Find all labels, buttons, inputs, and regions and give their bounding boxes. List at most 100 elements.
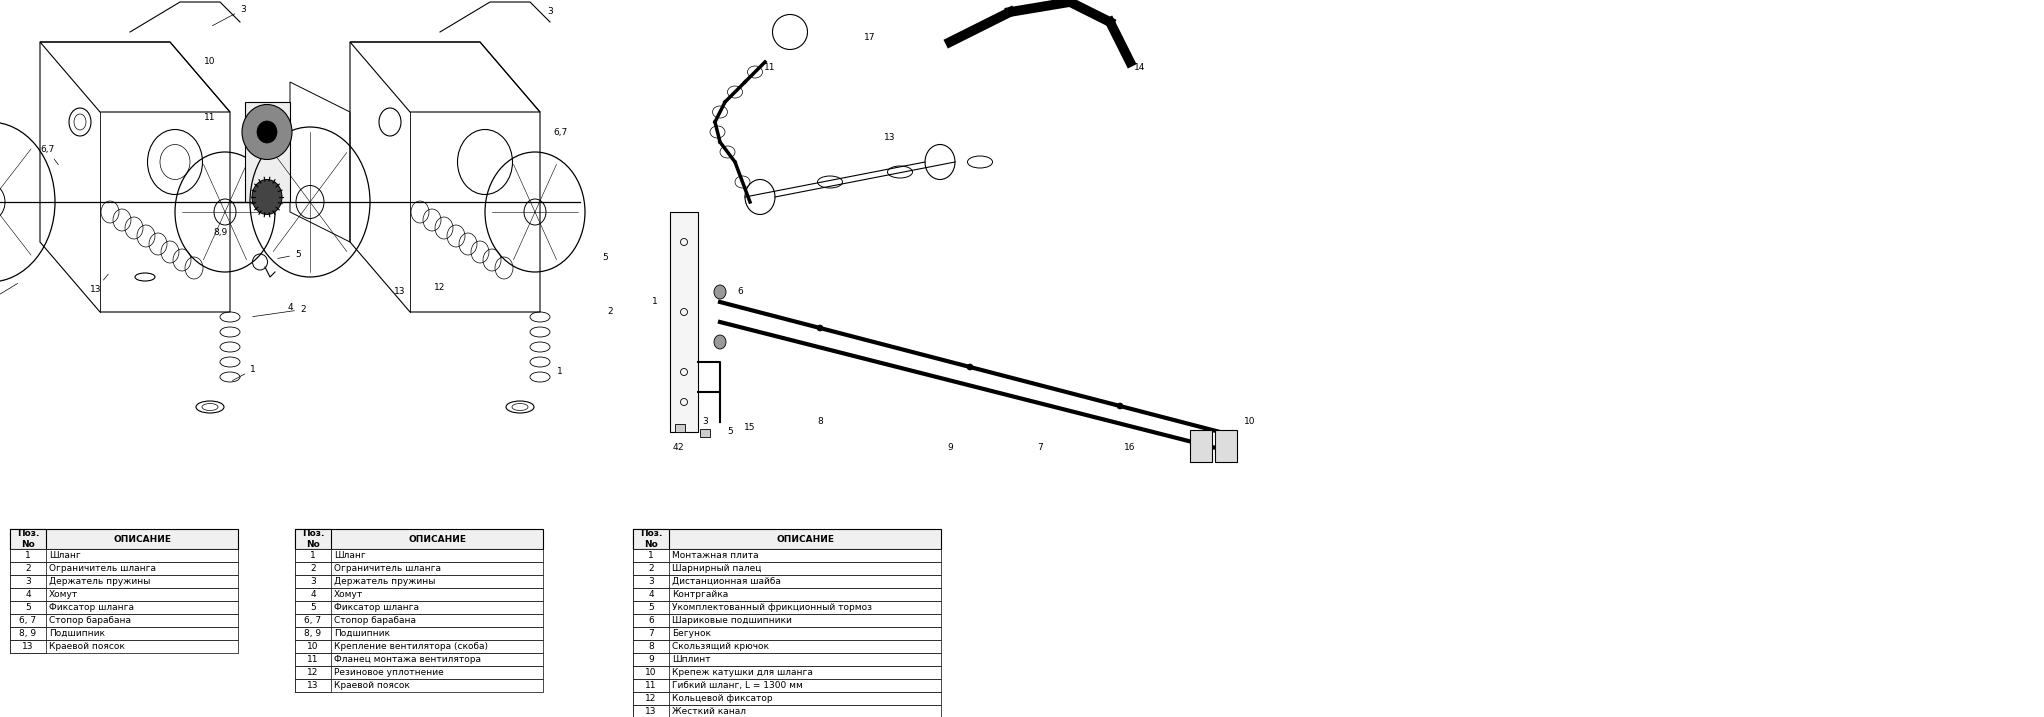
Text: 1: 1 — [648, 551, 654, 560]
Bar — [294, 588, 544, 601]
Bar — [10, 614, 47, 627]
Text: 8: 8 — [648, 642, 654, 651]
Bar — [294, 529, 544, 549]
Bar — [294, 653, 544, 666]
Bar — [294, 562, 544, 575]
Bar — [699, 429, 709, 437]
Text: Ограничитель шланга: Ограничитель шланга — [49, 564, 155, 573]
Bar — [634, 679, 940, 692]
Text: 4: 4 — [288, 303, 292, 311]
Bar — [1190, 430, 1212, 462]
Text: 7: 7 — [1036, 442, 1042, 452]
Text: 6, 7: 6, 7 — [20, 616, 37, 625]
Text: ОПИСАНИЕ: ОПИСАНИЕ — [112, 534, 172, 543]
Bar — [294, 666, 331, 679]
Text: 3: 3 — [703, 417, 707, 427]
Text: 4: 4 — [311, 590, 317, 599]
Bar — [10, 627, 237, 640]
Bar — [634, 705, 668, 717]
Text: Хомут: Хомут — [49, 590, 78, 599]
Text: Фиксатор шланга: Фиксатор шланга — [49, 603, 135, 612]
Text: 3: 3 — [548, 7, 552, 16]
Bar — [294, 614, 331, 627]
Text: 8, 9: 8, 9 — [20, 629, 37, 638]
Text: 8,9: 8,9 — [213, 227, 227, 237]
Text: Резиновое уплотнение: Резиновое уплотнение — [333, 668, 444, 677]
Text: Поз.
No: Поз. No — [640, 529, 662, 549]
Text: 9: 9 — [648, 655, 654, 664]
Bar — [675, 424, 685, 432]
Text: 13: 13 — [22, 642, 35, 651]
Ellipse shape — [713, 285, 726, 299]
Bar — [10, 588, 47, 601]
Text: 1: 1 — [311, 551, 317, 560]
Text: Подшипник: Подшипник — [49, 629, 104, 638]
Text: 9: 9 — [946, 442, 953, 452]
Text: Шарнирный палец: Шарнирный палец — [672, 564, 760, 573]
Bar — [634, 692, 940, 705]
Text: Краевой поясок: Краевой поясок — [49, 642, 125, 651]
Text: Бегунок: Бегунок — [672, 629, 711, 638]
Text: 1: 1 — [233, 365, 256, 381]
Bar — [634, 614, 940, 627]
Text: 13: 13 — [307, 681, 319, 690]
Text: 6,7: 6,7 — [552, 128, 566, 136]
Ellipse shape — [241, 105, 292, 159]
Text: 10: 10 — [204, 57, 217, 67]
Bar — [634, 666, 668, 679]
Text: 6: 6 — [738, 288, 742, 297]
Text: Фиксатор шланга: Фиксатор шланга — [333, 603, 419, 612]
Text: 10: 10 — [1245, 417, 1255, 427]
Text: 12: 12 — [820, 0, 830, 1]
Bar — [294, 562, 331, 575]
Bar — [10, 549, 237, 562]
Text: 11: 11 — [646, 681, 656, 690]
Bar — [634, 640, 940, 653]
Bar — [294, 529, 331, 549]
Text: 7: 7 — [648, 629, 654, 638]
Text: Краевой поясок: Краевой поясок — [333, 681, 411, 690]
Text: 4: 4 — [648, 590, 654, 599]
Text: 12: 12 — [646, 694, 656, 703]
Text: 4: 4 — [672, 442, 679, 452]
Bar — [634, 562, 940, 575]
Bar — [294, 640, 331, 653]
Text: 5: 5 — [311, 603, 317, 612]
Text: Хомут: Хомут — [333, 590, 364, 599]
Text: 2: 2 — [607, 308, 613, 316]
Bar — [634, 601, 940, 614]
Bar — [294, 588, 331, 601]
Text: 3: 3 — [311, 577, 317, 586]
Bar — [294, 614, 544, 627]
Bar — [10, 627, 47, 640]
Text: Скользящий крючок: Скользящий крючок — [672, 642, 769, 651]
Text: 3: 3 — [213, 5, 245, 26]
Text: Шплинт: Шплинт — [672, 655, 711, 664]
Text: 5: 5 — [278, 250, 300, 259]
Bar — [10, 529, 47, 549]
Text: Крепеж катушки для шланга: Крепеж катушки для шланга — [672, 668, 814, 677]
Bar — [634, 627, 940, 640]
Bar — [634, 549, 668, 562]
Ellipse shape — [713, 335, 726, 349]
Text: Жесткий канал: Жесткий канал — [672, 707, 746, 716]
Bar — [634, 679, 668, 692]
Text: Шланг: Шланг — [333, 551, 366, 560]
Text: 12: 12 — [307, 668, 319, 677]
Bar — [634, 575, 668, 588]
Text: 1: 1 — [652, 298, 658, 306]
Bar — [10, 588, 237, 601]
Text: 6, 7: 6, 7 — [305, 616, 321, 625]
Text: 2: 2 — [311, 564, 317, 573]
Text: Укомплектованный фрикционный тормоз: Укомплектованный фрикционный тормоз — [672, 603, 873, 612]
Text: 8: 8 — [818, 417, 824, 427]
Bar — [10, 614, 237, 627]
Bar — [634, 627, 668, 640]
Text: 4: 4 — [25, 590, 31, 599]
Bar — [10, 601, 47, 614]
Bar — [294, 679, 544, 692]
Text: 5: 5 — [25, 603, 31, 612]
Text: 4: 4 — [0, 283, 18, 309]
Text: 1: 1 — [558, 368, 562, 376]
Bar — [294, 666, 544, 679]
